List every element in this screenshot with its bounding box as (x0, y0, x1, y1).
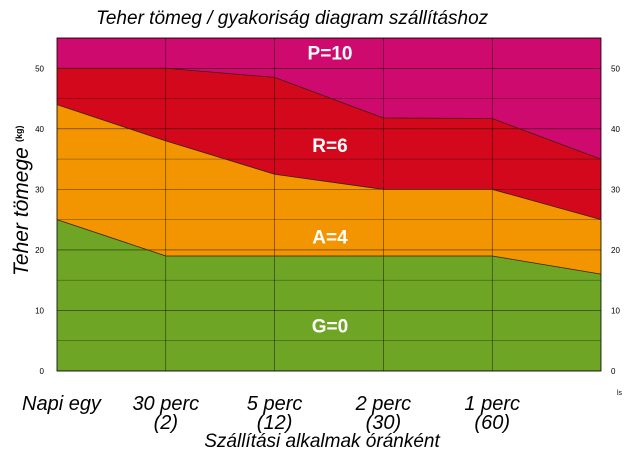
boundary-line-0 (56, 219, 602, 275)
zone-label-1: A=4 (312, 228, 348, 249)
x-category-labels: Napi egy 30 perc(2) 5 perc(12) 2 perc(30) 1 … (22, 393, 520, 434)
x-category-sublabel: (60) (474, 412, 510, 434)
chart-title: Teher tömeg / gyakoriság diagram szállít… (96, 8, 489, 29)
x-category-label: 5 perc (247, 393, 303, 415)
y-tick-left: 50 (35, 64, 44, 73)
zone-area-0 (57, 219, 601, 371)
boundary-lines (56, 67, 602, 275)
x-category-sublabel: (30) (366, 412, 402, 434)
y-tick-right: 10 (611, 306, 620, 315)
y-tick-right: 40 (611, 125, 620, 134)
zone-labels: G=0 A=4 R=6 P=10 (308, 44, 353, 338)
x-axis-corner-label: ls (617, 390, 623, 397)
y-tick-left: 10 (35, 306, 44, 315)
y-tick-right: 50 (611, 64, 620, 73)
x-axis-label: Szállítási alkalmak óránként (204, 431, 440, 451)
boundary-line-2 (57, 67, 602, 160)
grid-layer (56, 37, 602, 372)
zone-label-0: G=0 (312, 317, 348, 338)
y-tick-left: 0 (40, 367, 45, 376)
x-category-label: 2 perc (355, 393, 412, 415)
zone-label-3: P=10 (308, 44, 353, 65)
y-tick-right: 0 (611, 367, 616, 376)
x-category-label: 30 perc (132, 393, 199, 415)
plot-border (56, 37, 602, 372)
zone-label-2: R=6 (312, 136, 347, 157)
x-category-sublabel: (2) (154, 412, 178, 434)
x-category-sublabel: (12) (257, 412, 293, 434)
y-tick-left: 30 (35, 185, 44, 194)
x-category-label: 1 perc (464, 393, 520, 415)
y-tick-left: 20 (35, 246, 44, 255)
y-tick-labels: 0 0 10 10 20 20 30 30 40 40 50 50 (35, 64, 620, 376)
boundary-line-1 (56, 104, 602, 221)
y-tick-right: 20 (611, 246, 620, 255)
x-category-label: Napi egy (22, 393, 102, 415)
y-axis-label: Teher tömege (10, 147, 33, 276)
zone-area-2 (57, 68, 601, 220)
y-tick-right: 30 (611, 185, 620, 194)
y-axis-unit: (kg) (14, 126, 24, 143)
y-tick-left: 40 (35, 125, 44, 134)
